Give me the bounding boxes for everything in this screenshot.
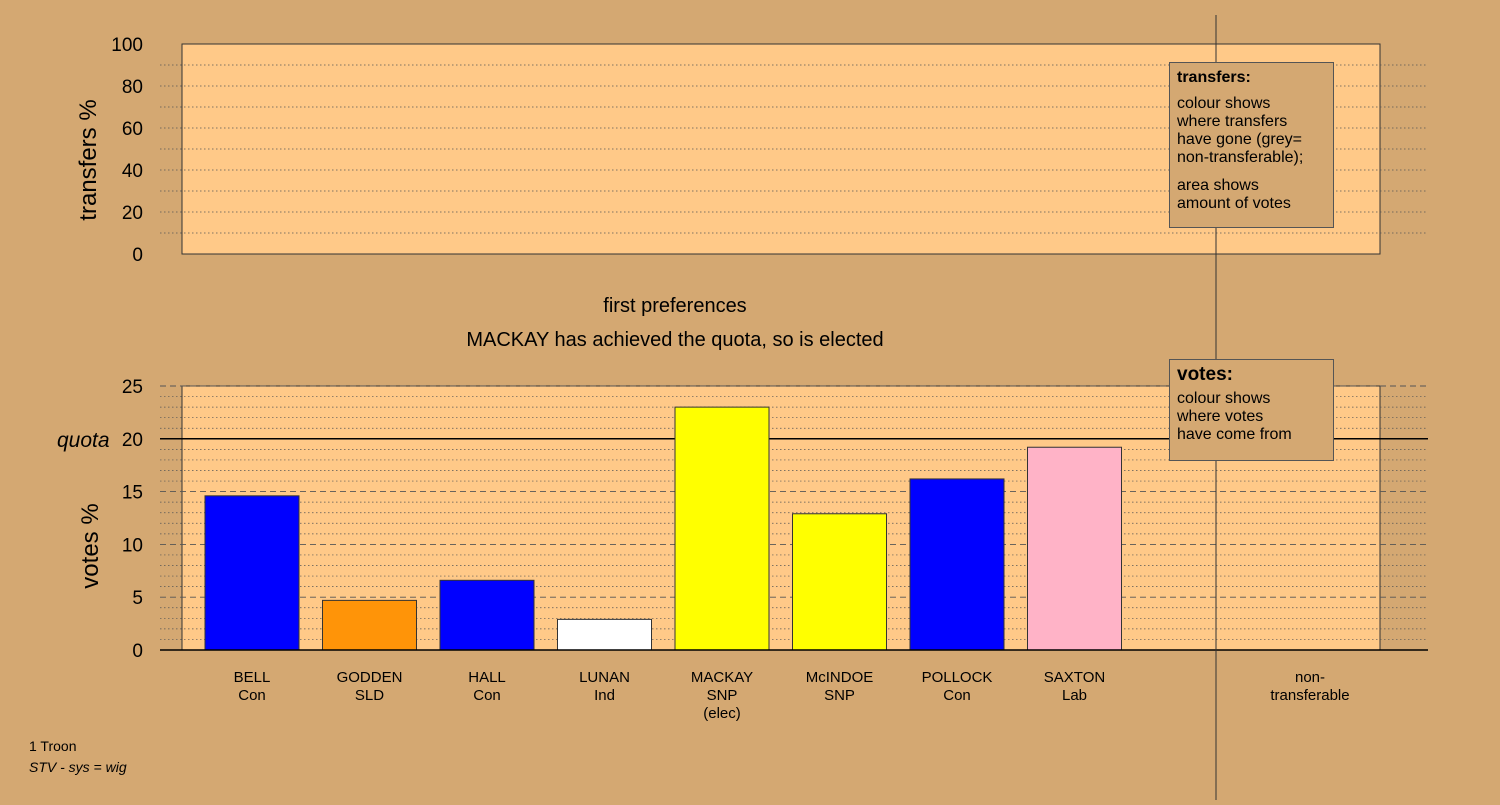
bar-lunan: [557, 618, 652, 651]
candidate-party-label: Lab: [1062, 687, 1087, 704]
transfers-legend-colour-text: colour shows where transfers have gone (…: [1177, 95, 1304, 166]
votes-y-tick-label: 20: [122, 430, 143, 451]
candidate-name-label: POLLOCK: [922, 669, 993, 686]
candidate-name-label: MACKAY: [691, 669, 753, 686]
votes-y-tick-label: 25: [122, 377, 143, 398]
transfers-y-ticks: 0 20 40 60 80 100: [111, 35, 143, 266]
transfers-legend-title: transfers:: [1177, 69, 1251, 86]
transfers-y-tick-label: 0: [132, 245, 143, 266]
candidate-party-label: Con: [473, 687, 501, 704]
transfers-y-tick-label: 100: [111, 35, 143, 56]
candidate-name-label: LUNAN: [579, 669, 630, 686]
candidate-party-label: SNP: [707, 687, 738, 704]
bar-mcindoe: [792, 513, 887, 651]
bar-mackay: [674, 406, 770, 651]
bar-godden: [322, 599, 417, 651]
votes-y-tick-label: 5: [132, 588, 143, 609]
candidate-name-label: GODDEN: [337, 669, 403, 686]
votes-legend-title: votes:: [1177, 364, 1233, 385]
candidate-party-label: Con: [943, 687, 971, 704]
bar-pollock: [909, 478, 1005, 651]
transfers-legend: transfers: colour shows where transfers …: [1169, 62, 1334, 228]
chart-title: first preferences: [603, 295, 746, 317]
transfers-y-tick-label: 80: [122, 77, 143, 98]
transfers-y-tick-label: 40: [122, 161, 143, 182]
votes-y-tick-label: 0: [132, 641, 143, 662]
footer-ward: 1 Troon: [29, 738, 77, 754]
votes-y-tick-label: 10: [122, 535, 143, 556]
candidate-name-label: BELL: [234, 669, 271, 686]
transfers-legend-area-text: area shows amount of votes: [1177, 177, 1291, 212]
votes-y-axis-label: votes %: [77, 503, 104, 588]
bar-saxton: [1027, 446, 1122, 651]
candidate-labels: BELLConGODDENSLDHALLConLUNANIndMACKAYSNP…: [234, 669, 1350, 722]
votes-bars: [204, 406, 1122, 651]
votes-legend-colour-text: colour shows where votes have come from: [1177, 390, 1292, 443]
candidate-party-label: Ind: [594, 687, 615, 704]
candidate-party-label: Con: [238, 687, 266, 704]
candidate-name-label: SAXTON: [1044, 669, 1105, 686]
votes-y-ticks: 0 5 10 15 20 25: [122, 377, 143, 662]
bar-bell: [204, 495, 300, 651]
candidate-name-label: HALL: [468, 669, 506, 686]
quota-label: quota: [57, 429, 110, 452]
transfers-y-tick-label: 60: [122, 119, 143, 140]
non-transferable-label: non-: [1295, 669, 1325, 686]
candidate-status-label: (elec): [703, 705, 741, 722]
footer-system: STV - sys = wig: [29, 759, 127, 775]
chart-subtitle: MACKAY has achieved the quota, so is ele…: [466, 329, 883, 351]
candidate-party-label: SLD: [355, 687, 384, 704]
transfers-y-axis-label: transfers %: [75, 99, 102, 220]
candidate-party-label: SNP: [824, 687, 855, 704]
transfers-y-tick-label: 20: [122, 203, 143, 224]
bar-hall: [439, 579, 535, 651]
votes-legend: votes: colour shows where votes have com…: [1169, 359, 1334, 461]
candidate-name-label: McINDOE: [806, 669, 874, 686]
votes-y-tick-label: 15: [122, 483, 143, 504]
non-transferable-label: transferable: [1270, 687, 1349, 704]
